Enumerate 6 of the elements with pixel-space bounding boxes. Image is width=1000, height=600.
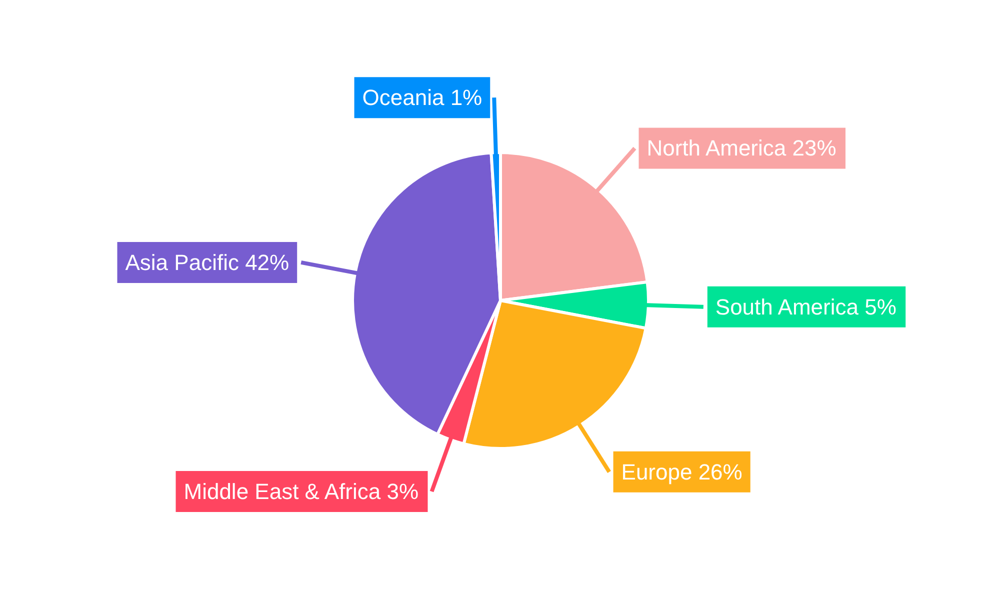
slice-label: Oceania 1% bbox=[362, 85, 482, 110]
slice-label: Middle East & Africa 3% bbox=[184, 479, 419, 504]
slice-label: South America 5% bbox=[715, 294, 896, 320]
slice-label: Asia Pacific 42% bbox=[125, 250, 290, 275]
slice-label: North America 23% bbox=[646, 136, 836, 161]
slice-label: Europe 26% bbox=[621, 459, 742, 484]
